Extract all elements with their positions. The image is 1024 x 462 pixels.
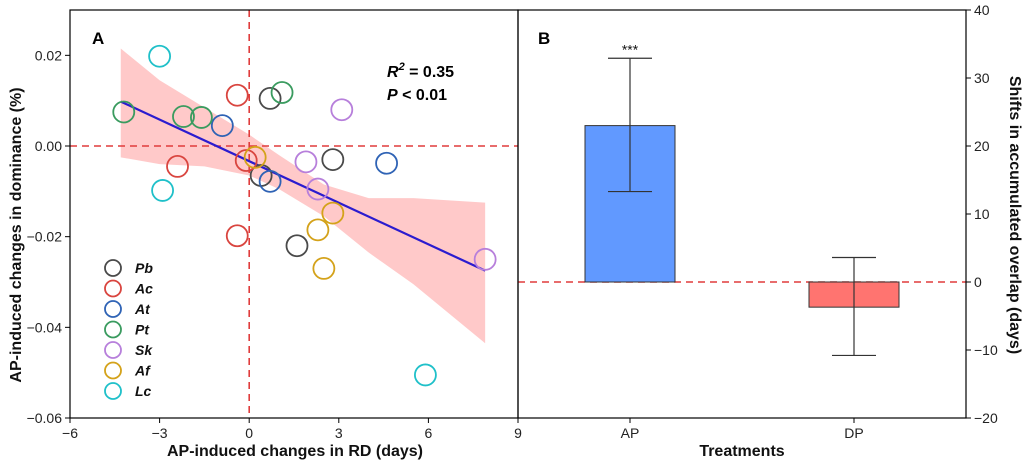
data-point-lc [414, 363, 437, 387]
legend-marker-pt [104, 320, 122, 339]
y-tick-label-b: −10 [974, 342, 998, 358]
scatter-points-layer [112, 44, 497, 387]
data-point-af [306, 218, 330, 242]
p-symbol: P [387, 87, 398, 104]
data-point-pb [258, 87, 282, 110]
data-point-af [321, 201, 345, 225]
legend-label-af: Af [134, 363, 151, 379]
x-tick-label: 9 [514, 425, 522, 441]
r2-superscript: 2 [398, 61, 405, 73]
data-point-pt [270, 81, 294, 104]
data-point-at [375, 151, 398, 175]
x-tick-label: 3 [335, 425, 343, 441]
regression-line [120, 100, 486, 272]
y-axis-title-b: Shifts in accumulated overlap (days) [1006, 76, 1023, 354]
legend-label-lc: Lc [135, 383, 152, 399]
data-point-pb [321, 148, 345, 172]
x-axis-title-b: Treatments [699, 443, 784, 460]
legend-marker-pb [104, 259, 122, 277]
p-value: < 0.01 [398, 87, 447, 104]
legend-label-ac: Ac [134, 281, 153, 297]
data-point-pt [172, 105, 195, 128]
y-tick-label-b: 10 [974, 206, 990, 222]
legend-label-pb: Pb [135, 260, 153, 276]
legend-label-pt: Pt [135, 322, 150, 338]
data-point-lc [148, 44, 172, 68]
legend-label-at: At [134, 301, 151, 317]
y-tick-label-b: −20 [974, 410, 998, 426]
x-tick-label: −3 [152, 425, 168, 441]
y-axis-title: AP-induced changes in dominance (%) [8, 87, 25, 382]
panel-a-scatter: −6 −3 0 3 6 9 −0.06 −0.04 −0.02 0.00 0.02 A R2 = 0… [8, 9, 522, 460]
y-tick-label: 0.02 [35, 47, 62, 63]
category-label-dp: DP [844, 425, 863, 441]
x-axis-title: AP-induced changes in RD (days) [167, 443, 423, 460]
data-point-lc [151, 179, 174, 202]
y-tick-label: −0.04 [27, 319, 63, 335]
y-tick-label: 0.00 [35, 138, 62, 154]
data-point-at [210, 114, 234, 137]
data-point-pt [112, 100, 136, 124]
data-point-pt [190, 106, 213, 129]
reference-lines-layer [70, 10, 518, 418]
panel-a-label: A [92, 29, 104, 48]
r2-value: = 0.35 [405, 64, 454, 81]
y-tick-label-b: 20 [974, 138, 990, 154]
y-tick-label-b: 40 [974, 2, 990, 18]
data-point-af [243, 145, 267, 169]
y-tick-label: −0.02 [27, 229, 63, 245]
p-value-annotation: P < 0.01 [387, 87, 447, 104]
x-tick-label: 6 [425, 425, 433, 441]
category-label-ap: AP [621, 425, 640, 441]
data-point-ac [166, 154, 189, 178]
legend-marker-sk [104, 341, 122, 359]
y-tick-label: −0.06 [27, 410, 63, 426]
data-point-sk [330, 98, 354, 122]
data-point-ac [225, 224, 249, 248]
data-point-sk [473, 247, 497, 271]
panel-b-bars: *** AP DP −20 −10 0 10 20 30 40 B Treatments Shi… [517, 2, 1023, 460]
x-tick-label: 0 [245, 425, 253, 441]
data-point-sk [306, 177, 330, 201]
legend-marker-at [104, 300, 122, 318]
panel-b-label: B [538, 29, 550, 48]
y-tick-label-b: 30 [974, 70, 990, 86]
bars-layer: *** AP DP [584, 41, 900, 441]
regression-line-layer [120, 100, 486, 272]
data-point-af [312, 256, 336, 280]
r-squared-annotation: R2 = 0.35 [387, 61, 454, 81]
y-tick-label-b: 0 [974, 274, 982, 290]
x-tick-label: −6 [62, 425, 78, 441]
legend: Pb Ac At Pt Sk Af Lc [104, 259, 153, 400]
legend-marker-af [104, 361, 122, 380]
data-point-at [258, 169, 282, 193]
data-point-pb [285, 234, 309, 258]
legend-label-sk: Sk [135, 342, 153, 358]
data-point-sk [294, 150, 318, 174]
data-point-ac [225, 83, 249, 107]
legend-marker-lc [104, 382, 122, 400]
legend-marker-ac [104, 279, 122, 298]
panel-b-axes: −20 −10 0 10 20 30 40 [517, 2, 998, 426]
r2-symbol: R [387, 64, 399, 81]
significance-marker: *** [622, 41, 639, 57]
data-point-ac [234, 149, 258, 172]
